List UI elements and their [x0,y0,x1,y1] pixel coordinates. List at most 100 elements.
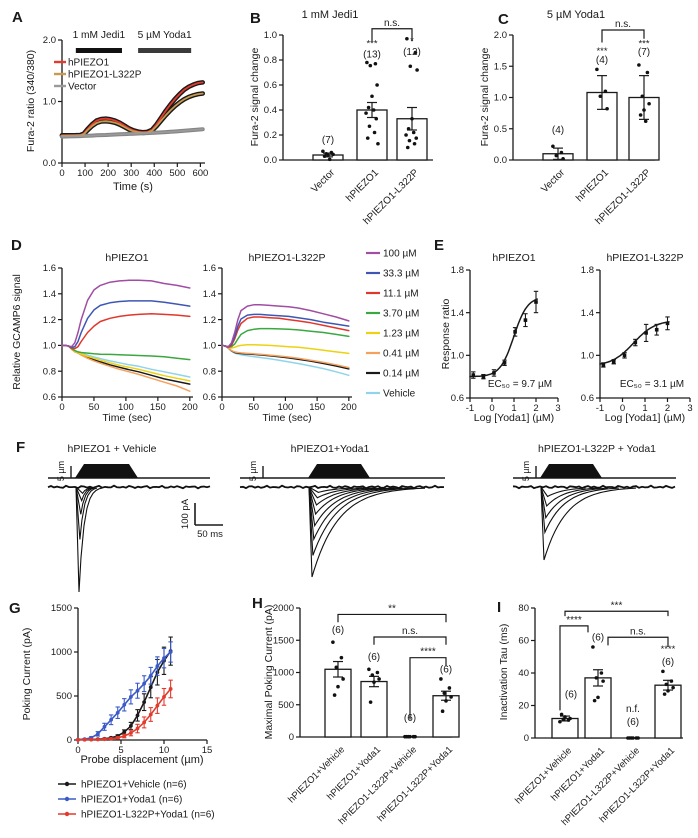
svg-text:n.f.: n.f. [626,704,640,715]
svg-text:Inactivation Tau (ms): Inactivation Tau (ms) [498,624,510,721]
svg-text:100 µM: 100 µM [383,248,417,259]
svg-text:(6): (6) [627,717,639,728]
svg-text:Log [Yoda1] (µM): Log [Yoda1] (µM) [605,412,685,424]
svg-text:1.4: 1.4 [581,308,594,319]
svg-text:0.8: 0.8 [43,366,56,377]
panel-label-e: E [434,237,445,254]
svg-text:hPIEZO1: hPIEZO1 [574,167,611,204]
svg-text:150: 150 [309,402,325,413]
svg-text:***: *** [638,38,649,49]
svg-text:1000: 1000 [51,647,72,658]
svg-text:**: ** [388,603,396,614]
svg-text:1: 1 [511,403,516,414]
svg-text:0: 0 [67,735,72,746]
svg-text:hPIEZO1+Vehicle: hPIEZO1+Vehicle [513,745,574,806]
svg-text:****: **** [661,644,676,655]
svg-text:1.0: 1.0 [581,351,594,362]
svg-text:2.0: 2.0 [494,30,507,41]
panel-h-chart: 0500100015002000(6)hPIEZO1+Vehicle(6)hPI… [263,603,460,827]
svg-text:1500: 1500 [273,635,294,646]
svg-text:hPIEZO1+Yoda1: hPIEZO1+Yoda1 [291,443,370,455]
svg-text:hPIEZO1: hPIEZO1 [105,252,148,264]
svg-text:60: 60 [518,636,529,647]
panel-d-chart: 0.6 0.8 1.0 1.2 1.4 1.6 0 50 100 150 200 hPIEZO1 Tim… [11,248,419,424]
svg-text:2.0: 2.0 [43,35,56,46]
svg-text:0.0: 0.0 [43,158,56,169]
panel-label-a: A [12,9,23,26]
svg-text:3: 3 [687,403,692,414]
svg-text:(6): (6) [592,633,604,644]
svg-text:0.6: 0.6 [451,393,464,404]
svg-text:EC₅₀ = 3.1 µM: EC₅₀ = 3.1 µM [620,379,684,390]
svg-text:0.8: 0.8 [264,55,277,66]
panel-g-chart: 0 500 1000 1500 0 5 10 15 Poking Current (pA) Pro… [21,603,215,820]
svg-text:Vector: Vector [309,167,337,195]
svg-text:(4): (4) [596,55,608,66]
svg-text:Vector: Vector [539,167,567,195]
svg-text:(12): (12) [403,47,421,58]
svg-text:1.0: 1.0 [494,93,507,104]
svg-text:50 ms: 50 ms [197,529,223,540]
svg-text:80: 80 [518,603,529,614]
panel-label-h: H [252,595,263,612]
svg-text:15: 15 [202,745,213,756]
svg-text:-1: -1 [466,403,474,414]
svg-text:(6): (6) [368,652,380,663]
svg-text:2: 2 [665,403,670,414]
panel-label-i: I [497,599,502,616]
svg-text:500: 500 [278,700,294,711]
svg-text:150: 150 [150,402,166,413]
svg-text:1.5: 1.5 [494,61,507,72]
svg-text:****: **** [420,647,436,658]
svg-text:100: 100 [118,402,134,413]
svg-text:1.0: 1.0 [264,30,277,41]
svg-text:1.8: 1.8 [581,265,594,276]
svg-text:0: 0 [219,402,224,413]
svg-text:5 µM Yoda1: 5 µM Yoda1 [547,9,605,21]
svg-text:hPIEZO1+Vehicle (n=6): hPIEZO1+Vehicle (n=6) [81,779,187,790]
panel-label-b: B [250,10,261,27]
svg-text:Fura-2 signal change: Fura-2 signal change [249,48,261,147]
svg-text:0.8: 0.8 [203,366,216,377]
svg-text:0: 0 [289,732,294,743]
svg-text:Maximal Poking Current (pA): Maximal Poking Current (pA) [263,605,275,740]
panel-label-c: C [498,11,509,28]
svg-text:100 pA: 100 pA [180,498,191,529]
panel-i-chart: 020406080(6)hPIEZO1+Vehicle(6)hPIEZO1+Yo… [498,600,683,828]
svg-text:0: 0 [489,403,494,414]
svg-text:100: 100 [277,402,293,413]
svg-text:2: 2 [533,403,538,414]
svg-text:(7): (7) [638,47,650,58]
svg-text:0: 0 [75,745,80,756]
svg-text:hPIEZO1-L322P: hPIEZO1-L322P [248,252,325,264]
svg-text:5 µm: 5 µm [521,461,531,481]
svg-text:1.2: 1.2 [203,315,216,326]
svg-text:3.70 µM: 3.70 µM [383,308,419,319]
panel-a-chart: 0.0 1.0 2.0 0 100 200 300 400 500 600 1 mM Jedi1 5 … [25,30,208,193]
svg-text:1.23 µM: 1.23 µM [383,328,419,339]
svg-text:Vehicle: Vehicle [383,388,416,399]
svg-text:Time (s): Time (s) [113,181,153,193]
svg-text:500: 500 [56,691,72,702]
svg-text:0.5: 0.5 [494,124,507,135]
svg-text:400: 400 [146,168,162,179]
svg-text:Response ratio: Response ratio [440,299,452,370]
svg-text:Fura-2 ratio (340/380): Fura-2 ratio (340/380) [25,50,37,152]
svg-text:1.0: 1.0 [43,97,56,108]
svg-text:0.41 µM: 0.41 µM [383,348,419,359]
svg-text:hPIEZO1: hPIEZO1 [492,252,535,264]
svg-text:500: 500 [169,168,185,179]
svg-text:Poking Current (pA): Poking Current (pA) [21,628,33,721]
svg-text:1.6: 1.6 [43,263,56,274]
svg-text:hPIEZO1-L322P+Yoda1: hPIEZO1-L322P+Yoda1 [375,744,455,824]
svg-text:1 mM Jedi1: 1 mM Jedi1 [302,9,359,21]
svg-text:EC₅₀ = 9.7 µM: EC₅₀ = 9.7 µM [488,379,552,390]
svg-text:10: 10 [159,745,170,756]
svg-text:(6): (6) [440,665,452,676]
svg-text:0.6: 0.6 [43,392,56,403]
svg-text:5 µM Yoda1: 5 µM Yoda1 [138,30,192,41]
panel-b-chart: 0.0 0.2 0.4 0.6 0.8 1.0 1 mM Jedi1 (7) Vector (13… [249,9,433,227]
svg-text:50: 50 [248,402,259,413]
svg-text:hPIEZO1-L322P: hPIEZO1-L322P [606,252,683,264]
